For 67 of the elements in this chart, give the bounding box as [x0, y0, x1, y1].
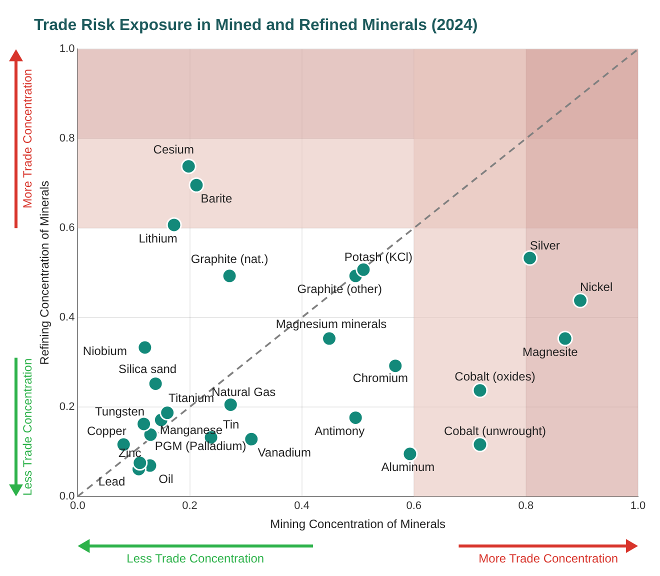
series-label: Graphite (nat.) [190, 252, 268, 266]
text: Less Trade Concentration [20, 358, 34, 496]
point [472, 436, 488, 452]
point [222, 268, 238, 284]
series-label: Tin [222, 418, 240, 432]
y-tick-label: 0.6 [59, 222, 75, 234]
series-label: Cobalt (oxides) [454, 370, 536, 384]
text: More Trade Concentration [20, 68, 34, 208]
series-label: Magnesium minerals [276, 316, 387, 331]
x-tick-label: 0.0 [70, 500, 86, 512]
series-label: Oil [158, 472, 174, 486]
series-label: Barite [200, 191, 232, 206]
y-tick-label: 0.4 [59, 312, 75, 324]
point [142, 426, 158, 442]
series-label: Aluminum [381, 460, 435, 474]
text: More Trade Concentration [478, 551, 618, 566]
series-label: PGM (Palladium) [154, 439, 246, 453]
chart-title: Trade Risk Exposure in Mined and Refined Minerals (2024) [34, 17, 478, 34]
series-label: Antimony [314, 424, 365, 438]
series-label: Lithium [138, 231, 178, 246]
point [348, 410, 364, 426]
series-label: Cobalt (unwrought) [444, 424, 546, 438]
point [188, 177, 204, 193]
point [557, 330, 573, 346]
point [244, 431, 260, 447]
series-label: Zinc [118, 446, 142, 460]
point [148, 376, 164, 392]
series-label: Chromium [352, 371, 408, 386]
y-tick-label: 0.8 [59, 132, 75, 145]
point [388, 358, 404, 374]
point [180, 158, 196, 174]
point [322, 330, 338, 346]
x-tick-label: 0.6 [406, 500, 422, 512]
series-label: Titanium [168, 391, 214, 406]
series-label: Manganese [160, 423, 223, 438]
x-axis-title: Mining Concentration of Minerals [270, 517, 446, 532]
series-label: Nickel [580, 280, 613, 294]
series-label: Silver [530, 238, 560, 252]
point [160, 405, 176, 421]
point [222, 396, 238, 412]
point [166, 217, 182, 233]
point [137, 340, 153, 356]
y-tick-label: 0.0 [59, 490, 75, 502]
x-tick-label: 0.2 [182, 500, 198, 512]
y-tick-label: 0.2 [59, 400, 75, 413]
series-label: Graphite (other) [297, 282, 382, 296]
series-label: Niobium [82, 344, 127, 358]
point [472, 382, 488, 398]
point [402, 446, 418, 462]
point [522, 250, 538, 266]
series-label: Copper [86, 424, 126, 438]
series-label: Tungsten [95, 404, 145, 418]
series-label: Cesium [153, 142, 194, 157]
series-label: Silica sand [118, 362, 177, 376]
x-tick-label: 0.4 [294, 500, 310, 512]
series-label: Vanadium [258, 445, 311, 460]
point [572, 292, 588, 308]
x-tick-label: 1.0 [630, 500, 646, 512]
series-label: Lead [98, 474, 126, 488]
series-label: Potash (KCl) [344, 250, 412, 264]
point [136, 416, 152, 432]
y-tick-label: 1.0 [59, 43, 75, 56]
point [356, 262, 372, 278]
series-label: Magnesite [522, 344, 578, 359]
y-axis-title: Refining Concentration of Minerals [38, 180, 52, 365]
text: Less Trade Concentration [126, 551, 264, 566]
x-tick-label: 0.8 [518, 500, 534, 512]
